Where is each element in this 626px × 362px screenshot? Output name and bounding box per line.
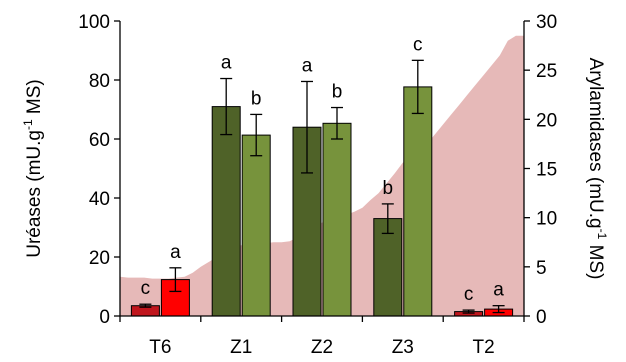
significance-letter: a — [221, 53, 232, 74]
significance-letter: b — [332, 82, 343, 103]
significance-letter: a — [302, 56, 313, 77]
category-label: T2 — [473, 337, 495, 358]
left-tick-label: 80 — [89, 71, 110, 92]
bar — [322, 122, 352, 317]
right-tick-label: 0 — [536, 307, 547, 328]
bar — [241, 134, 271, 317]
left-tick-label: 20 — [89, 248, 110, 269]
right-tick-label: 20 — [536, 110, 557, 131]
left-axis-title: Uréases (mU.g-1 MS) — [21, 79, 45, 258]
significance-letter: c — [413, 34, 423, 55]
background-area — [120, 35, 524, 317]
significance-letter: c — [141, 278, 151, 299]
category-label: Z1 — [230, 337, 252, 358]
background-area-layer — [120, 35, 524, 317]
bar — [403, 86, 433, 317]
significance-letter: c — [464, 284, 474, 305]
significance-letter: a — [493, 280, 504, 301]
significance-letter: b — [383, 178, 394, 199]
right-axis-title: Arylamidases (mU.g-1 MS) — [585, 58, 609, 280]
right-tick-label: 5 — [536, 258, 547, 279]
left-tick-label: 0 — [99, 307, 110, 328]
right-tick-label: 15 — [536, 160, 557, 181]
left-tick-label: 100 — [78, 12, 110, 33]
bars-layer — [130, 59, 514, 317]
significance-letter: b — [251, 88, 262, 109]
category-label: T6 — [149, 337, 171, 358]
right-tick-label: 25 — [536, 61, 557, 82]
significance-letter: a — [170, 242, 181, 263]
category-label: Z2 — [311, 337, 333, 358]
category-label: Z3 — [392, 337, 414, 358]
left-tick-label: 60 — [89, 130, 110, 151]
right-tick-label: 30 — [536, 12, 557, 33]
axes-layer — [114, 20, 530, 322]
left-tick-label: 40 — [89, 189, 110, 210]
bar — [211, 106, 241, 317]
right-tick-label: 10 — [536, 209, 557, 230]
